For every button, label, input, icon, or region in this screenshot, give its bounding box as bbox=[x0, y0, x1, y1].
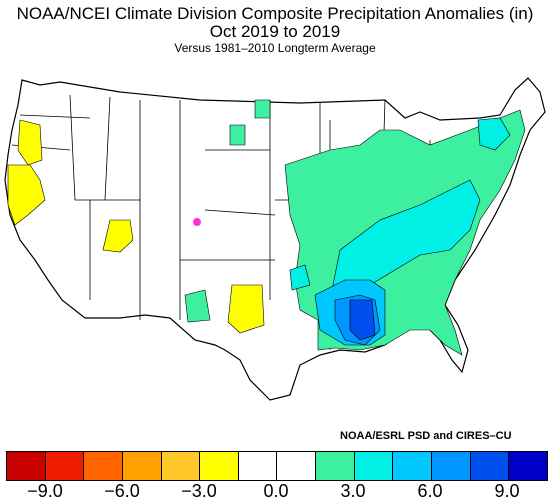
legend-tick-label: 6.0 bbox=[417, 481, 443, 501]
color-legend bbox=[6, 451, 548, 481]
legend-tick-label: 9.0 bbox=[494, 481, 520, 501]
legend-swatch bbox=[122, 452, 162, 480]
anomaly-dry-region-oregon bbox=[17, 119, 43, 166]
legend-swatch bbox=[432, 452, 471, 480]
legend-tick-label: −3.0 bbox=[181, 481, 217, 501]
anomaly-dry-region-california bbox=[7, 164, 46, 226]
legend-swatch bbox=[84, 452, 123, 480]
legend-swatch bbox=[200, 452, 239, 480]
wet-regions bbox=[184, 99, 526, 356]
legend-swatch bbox=[354, 452, 394, 480]
legend-tick-label: −6.0 bbox=[104, 481, 140, 501]
legend-swatch bbox=[7, 452, 46, 480]
legend-swatch bbox=[316, 452, 355, 480]
map-title: NOAA/NCEI Climate Division Composite Pre… bbox=[16, 4, 534, 23]
legend-tick-label: 0.0 bbox=[263, 481, 289, 501]
anomaly-dry-region-new-mexico bbox=[227, 284, 265, 334]
anomaly-6-region-ne bbox=[477, 117, 511, 151]
anomaly-3-region-nd bbox=[254, 99, 271, 119]
legend-swatch bbox=[470, 452, 510, 480]
dry-regions bbox=[7, 119, 265, 334]
anomaly-dry-region-nevada bbox=[102, 219, 134, 253]
anomaly-12-region bbox=[349, 299, 376, 341]
marker-dot bbox=[193, 218, 201, 226]
legend-tick-label: −9.0 bbox=[27, 481, 63, 501]
legend-swatch bbox=[45, 452, 85, 480]
anomaly-3-region-nm bbox=[184, 289, 211, 323]
anomaly-6-region-ks bbox=[289, 264, 311, 291]
us-climate-division-map bbox=[4, 77, 546, 401]
data-credit: NOAA/ESRL PSD and CIRES–CU bbox=[340, 430, 512, 442]
legend-swatch bbox=[161, 452, 201, 480]
legend-swatch bbox=[238, 452, 278, 480]
legend-swatch bbox=[393, 452, 433, 480]
legend-swatch bbox=[277, 452, 317, 480]
map-period: Oct 2019 to 2019 bbox=[209, 22, 341, 41]
legend-tick-label: 3.0 bbox=[340, 481, 366, 501]
map-subtitle: Versus 1981–2010 Longterm Average bbox=[174, 41, 376, 55]
anomaly-3-region-north bbox=[229, 124, 246, 146]
legend-swatch bbox=[509, 452, 547, 480]
